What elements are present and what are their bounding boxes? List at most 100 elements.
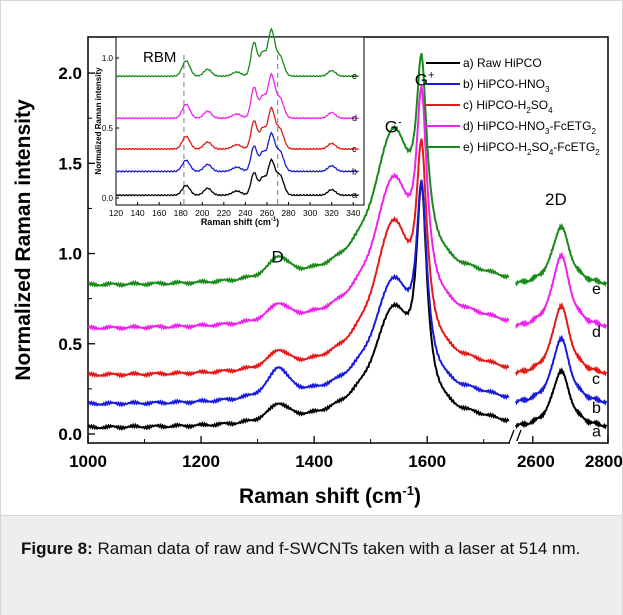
legend-label-part: b) HiPCO-HNO — [463, 77, 545, 91]
series-line-a — [87, 181, 510, 431]
inset-y-tick-label: 0.0 — [102, 194, 114, 203]
series-line-2d-d — [514, 251, 608, 330]
caption-text: Raman data of raw and f-SWCNTs taken wit… — [92, 539, 581, 558]
inset-x-tick-label: 320 — [325, 208, 339, 218]
main-x-tick-label: 2800 — [585, 452, 623, 471]
series-tag-d: d — [592, 324, 601, 341]
main-x-ticks: 1000 1200 1400 1600 2600 2800 — [69, 436, 623, 471]
legend-label-sub: 2 — [591, 127, 596, 136]
series-tag-b: b — [592, 400, 601, 417]
peak-label-g-plus: G+ — [415, 70, 435, 90]
series-line-2d-e — [514, 222, 608, 288]
inset-x-axis-label-sup: -1 — [271, 217, 277, 223]
main-y-tick-label: 0.5 — [58, 335, 82, 354]
legend-label-part: SO — [531, 98, 548, 112]
main-x-tick-label: 2600 — [517, 452, 555, 471]
series-tag-a: a — [592, 423, 601, 440]
inset-x-tick-label: 300 — [303, 208, 317, 218]
peak-label-g-plus-sup: + — [428, 70, 434, 82]
main-y-tick-label: 2.0 — [58, 64, 82, 83]
inset-x-tick-label: 160 — [152, 208, 166, 218]
caption-box: Figure 8: Raman data of raw and f-SWCNTs… — [1, 515, 622, 615]
inset-series-tag-c: c — [352, 144, 357, 154]
inset-title: RBM — [143, 49, 176, 66]
inset-x-axis-label-close: ) — [276, 217, 279, 227]
inset-dashed-lines — [183, 55, 279, 205]
peak-label-g-minus: G- — [385, 117, 402, 137]
inset-series-tag-d: d — [352, 113, 357, 123]
inset-chart: 120 140 160 180 200 220 240 260 280 300 320 340 0.0… — [94, 27, 365, 227]
legend-label: b) HiPCO-HNO3 — [463, 77, 550, 94]
series-line-2d-b — [514, 334, 608, 406]
inset-x-tick-label: 240 — [238, 208, 252, 218]
main-x-axis-label: Raman shift (cm-1) — [239, 483, 421, 508]
inset-series-tag-b: b — [352, 166, 357, 176]
peak-label-d: D — [272, 248, 284, 267]
series-line-b — [87, 179, 510, 408]
legend-label-part: -FcETG — [549, 119, 591, 133]
legend-label-sub: 2 — [595, 148, 600, 157]
inset-x-tick-label: 120 — [109, 208, 123, 218]
legend-label: e) HiPCO-H2SO4-FcETG2 — [463, 140, 600, 157]
legend-label-part: d) HiPCO-HNO — [463, 119, 545, 133]
series-line-c — [87, 138, 510, 379]
main-x-axis-label-text: Raman shift (cm — [239, 485, 402, 508]
main-series-group — [87, 52, 608, 431]
inset-series-line-c — [115, 105, 359, 151]
main-x-axis-label-close: ) — [414, 485, 421, 508]
inset-x-ticks: 120 140 160 180 200 220 240 260 280 300 320 340 — [109, 202, 361, 218]
inset-x-tick-label: 180 — [174, 208, 188, 218]
caption-label: Figure 8: — [21, 539, 93, 558]
inset-y-tick-label: 0.5 — [102, 124, 114, 133]
main-y-tick-label: 1.5 — [58, 154, 82, 173]
inset-series-line-a — [115, 157, 359, 197]
legend-label-part: a) Raw HiPCO — [463, 56, 542, 70]
inset-series-group — [115, 27, 359, 197]
series-line-2d-a — [514, 366, 608, 430]
legend-label: d) HiPCO-HNO3-FcETG2 — [463, 119, 596, 136]
series-line-e — [87, 52, 510, 289]
legend-label: c) HiPCO-H2SO4 — [463, 98, 553, 115]
legend-label-sub: 4 — [549, 148, 554, 157]
legend-label-part: SO — [531, 140, 548, 154]
inset-x-tick-label: 220 — [217, 208, 231, 218]
series-tag-e: e — [592, 281, 601, 298]
main-x-tick-label: 1000 — [69, 452, 107, 471]
inset-y-tick-label: 1.0 — [102, 54, 114, 63]
main-y-tick-label: 0.0 — [58, 425, 82, 444]
inset-x-tick-label: 200 — [195, 208, 209, 218]
inset-y-ticks: 0.0 0.5 1.0 — [102, 54, 119, 203]
series-tag-c: c — [592, 371, 600, 388]
inset-series-tag-e: e — [352, 71, 357, 81]
series-line-2d-c — [514, 301, 608, 377]
main-x-tick-label: 1400 — [295, 452, 333, 471]
inset-series-tag-a: a — [352, 190, 357, 200]
legend-label-part: e) HiPCO-H — [463, 140, 527, 154]
main-x-tick-label: 1200 — [182, 452, 220, 471]
legend-label-sub: 4 — [548, 106, 553, 115]
series-tags: abc d e — [592, 281, 601, 441]
figure-caption: Figure 8: Raman data of raw and f-SWCNTs… — [21, 538, 601, 560]
inset-series-line-b — [115, 131, 359, 173]
inset-x-axis-label: Raman shift (cm-1) — [201, 217, 279, 227]
peak-label-g-minus-sup: - — [398, 117, 402, 129]
legend-label-sub: 3 — [545, 127, 550, 136]
inset-x-tick-label: 260 — [260, 208, 274, 218]
main-x-tick-label: 1600 — [408, 452, 446, 471]
legend-label-sub: 2 — [526, 106, 531, 115]
inset-x-tick-label: 280 — [281, 208, 295, 218]
peak-label-2d: 2D — [545, 190, 567, 209]
legend-label-sub: 3 — [545, 85, 550, 94]
legend-label-part: -FcETG — [553, 140, 595, 154]
inset-x-axis-label-text: Raman shift (cm — [201, 217, 271, 227]
series-line-d — [87, 85, 510, 332]
main-y-axis-label: Normalized Raman intensity — [12, 99, 35, 381]
inset-y-axis-label: Normalized Raman intensity — [94, 67, 103, 175]
inset-series-tags: a b c d e — [352, 71, 357, 200]
inset-series-line-d — [115, 72, 359, 120]
inset-x-tick-label: 140 — [130, 208, 144, 218]
legend-label-part: c) HiPCO-H — [463, 98, 526, 112]
raman-chart: 1000 1200 1400 1600 2600 2800 0.0 0.5 1.0 1.5 2.0… — [12, 27, 623, 508]
axis-break — [508, 429, 522, 446]
